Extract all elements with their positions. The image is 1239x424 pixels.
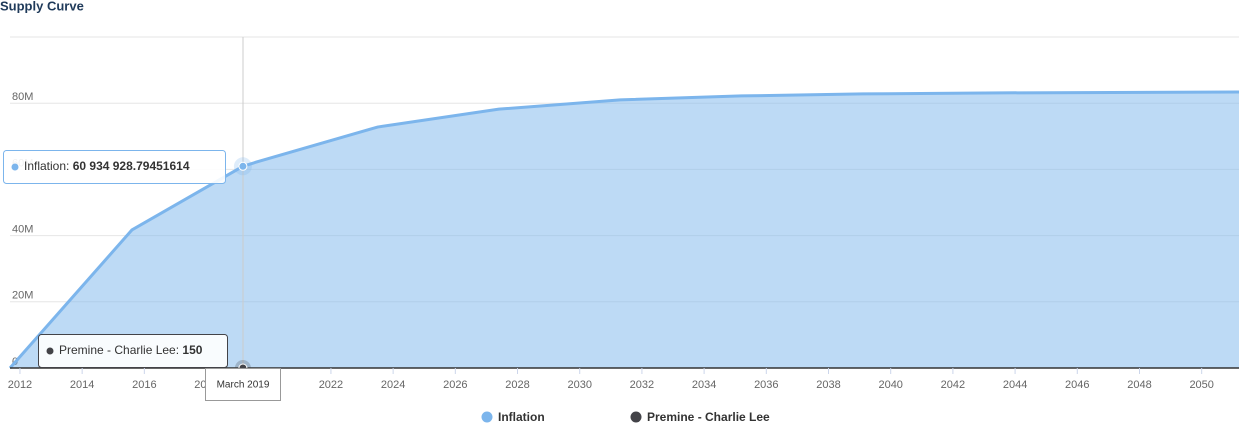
tooltip-series: Inflation:: [24, 159, 69, 173]
x-tick-label: 2024: [381, 379, 405, 391]
y-tick-label: 80M: [12, 91, 33, 103]
tooltip-value: 60 934 928.79451614: [73, 159, 190, 173]
tooltip-box: [205, 368, 281, 401]
legend-label: Premine - Charlie Lee: [647, 410, 770, 424]
legend-label: Inflation: [498, 410, 545, 424]
tooltip-dot: [11, 163, 19, 171]
y-tick-label: 20M: [12, 290, 33, 302]
tooltip-title: March 2019: [217, 380, 270, 391]
x-tooltip: March 2019: [205, 368, 281, 401]
tooltip: Inflation: 60 934 928.79451614: [3, 150, 226, 184]
x-tick-label: 2046: [1065, 379, 1089, 391]
x-tick-label: 2030: [567, 379, 591, 391]
x-tick-label: 2050: [1189, 379, 1213, 391]
x-tick-label: 2048: [1127, 379, 1151, 391]
y-tick-label: 40M: [12, 224, 33, 236]
tooltip-value: 150: [182, 343, 202, 357]
legend-marker: [481, 411, 493, 423]
tooltip-label: Premine - Charlie Lee: 150: [59, 343, 203, 357]
tooltip-dot: [46, 347, 54, 355]
x-tick-label: 2014: [70, 379, 94, 391]
x-tick-label: 2022: [319, 379, 343, 391]
x-tick-label: 2042: [941, 379, 965, 391]
x-tick-label: 2028: [505, 379, 529, 391]
x-tick-label: 2012: [8, 379, 32, 391]
x-tick-label: 2026: [443, 379, 467, 391]
x-tick-label: 2036: [754, 379, 778, 391]
tooltip-box: [38, 334, 228, 368]
x-tick-label: 2040: [878, 379, 902, 391]
chart-title: Supply Curve: [0, 0, 84, 13]
x-tick-label: 2038: [816, 379, 840, 391]
tooltip: Premine - Charlie Lee: 150: [38, 334, 228, 368]
legend: Inflation Premine - Charlie Lee: [481, 410, 770, 424]
x-tick-label: 2034: [692, 379, 716, 391]
tooltip-label: Inflation: 60 934 928.79451614: [24, 159, 190, 173]
area-fill: [10, 91, 1239, 369]
x-tick-label: 2032: [630, 379, 654, 391]
tooltip-box: [3, 150, 226, 184]
legend-marker: [630, 411, 642, 423]
plot-area: 020M40M60M80M201220142016201820202022202…: [8, 90, 1239, 391]
x-tick-label: 2044: [1003, 379, 1027, 391]
tooltip-series: Premine - Charlie Lee:: [59, 343, 179, 357]
point: [238, 161, 248, 171]
x-tick-label: 2016: [132, 379, 156, 391]
area-line: [8, 90, 1239, 369]
